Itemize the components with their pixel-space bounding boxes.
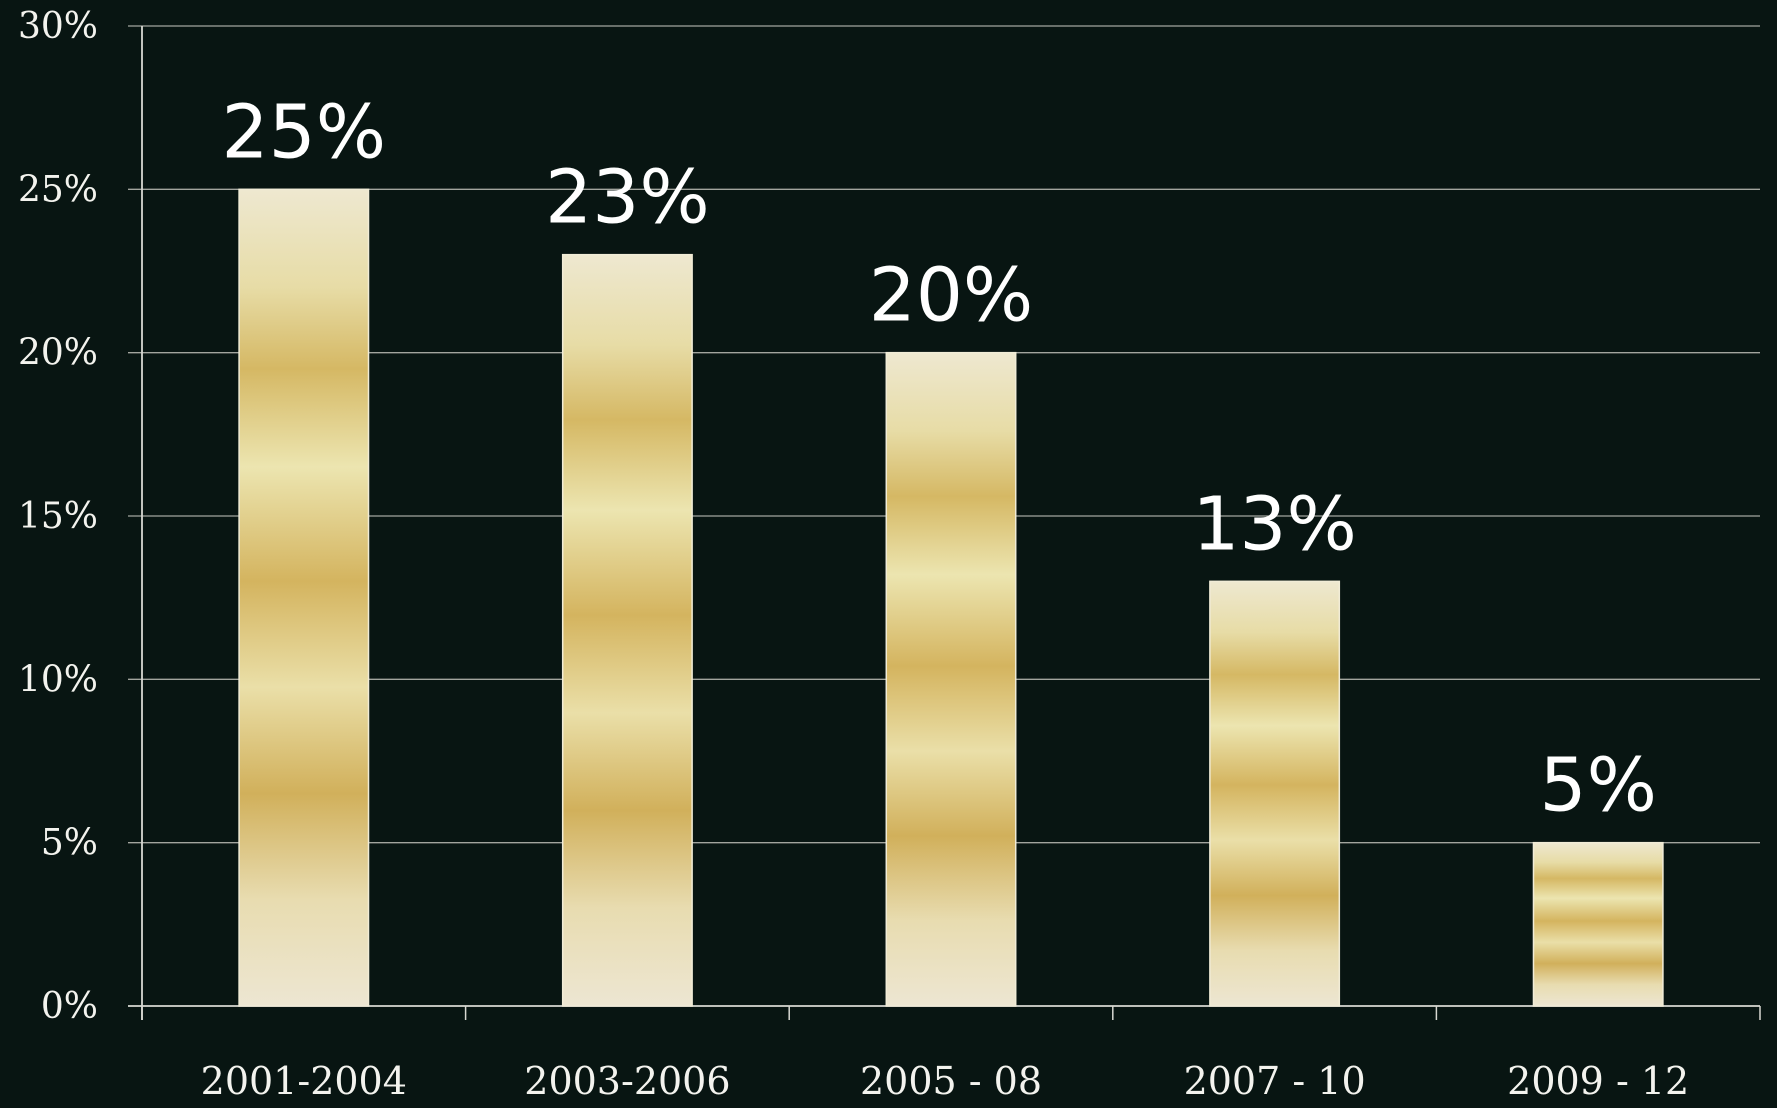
y-tick-label: 10%: [18, 659, 98, 700]
y-tick-label: 15%: [18, 496, 98, 537]
x-tick-label: 2001-2004: [201, 1059, 407, 1103]
bars-layer: [238, 188, 1664, 1007]
bar: [238, 188, 370, 1007]
bar: [885, 351, 1017, 1007]
y-tick-label: 20%: [18, 333, 98, 374]
bar: [561, 253, 693, 1007]
y-tick-label: 25%: [18, 169, 98, 210]
y-tick-label: 30%: [18, 6, 98, 47]
labels-layer: 0% 5% 10% 15% 20% 25% 30% 25% 2001-2004 23% 2003-2…: [18, 6, 1689, 1103]
x-tick-label: 2005 - 08: [860, 1059, 1042, 1103]
x-tick-label: 2003-2006: [524, 1059, 730, 1103]
bar: [1532, 841, 1664, 1007]
data-label: 23%: [545, 155, 709, 241]
data-label: 25%: [222, 89, 386, 175]
data-label: 20%: [869, 253, 1033, 339]
y-tick-label: 5%: [41, 823, 98, 864]
x-tick-label: 2007 - 10: [1184, 1059, 1366, 1103]
data-label: 5%: [1539, 743, 1656, 829]
y-tick-label: 0%: [41, 986, 98, 1027]
data-label: 13%: [1192, 481, 1356, 567]
x-tick-label: 2009 - 12: [1507, 1059, 1689, 1103]
bar: [1209, 580, 1341, 1007]
